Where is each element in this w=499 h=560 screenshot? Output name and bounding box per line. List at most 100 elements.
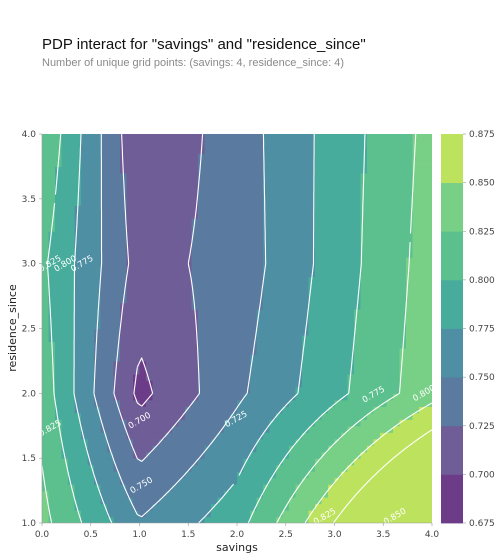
contour-band-cell <box>74 140 82 148</box>
contour-band-cell <box>412 244 420 252</box>
contour-band-cell <box>282 490 290 498</box>
contour-band-cell <box>302 438 310 446</box>
contour-band-cell <box>334 438 342 446</box>
contour-band-cell <box>289 198 297 206</box>
contour-band-cell <box>419 146 427 155</box>
contour-band-cell <box>107 322 115 330</box>
contour-band-cell <box>74 134 82 142</box>
contour-band-cell <box>341 445 349 453</box>
contour-band-cell <box>347 153 355 161</box>
contour-band-cell <box>243 198 251 206</box>
contour-band-cell <box>315 490 323 498</box>
contour-band-cell <box>328 179 336 187</box>
contour-band-cell <box>172 231 180 239</box>
contour-band-cell <box>152 484 160 492</box>
contour-band-cell <box>302 354 310 362</box>
contour-band-cell <box>237 354 245 362</box>
contour-band-cell <box>250 172 258 180</box>
contour-band-cell <box>113 406 121 414</box>
contour-band-cell <box>120 289 128 297</box>
contour-band-cell <box>269 510 277 518</box>
contour-band-cell <box>152 341 160 349</box>
contour-band-cell <box>321 438 329 446</box>
contour-band-cell <box>328 283 336 291</box>
contour-band-cell <box>315 172 323 180</box>
contour-band-cell <box>373 393 381 401</box>
contour-band-cell <box>237 159 245 168</box>
contour-band-cell <box>386 451 394 459</box>
contour-band-cell <box>68 464 76 472</box>
contour-band-cell <box>107 153 115 161</box>
contour-band-cell <box>204 386 212 394</box>
contour-band-cell <box>380 244 388 252</box>
contour-band-cell <box>334 367 342 375</box>
contour-band-cell <box>217 263 225 271</box>
contour-band-cell <box>354 347 362 356</box>
contour-band-cell <box>74 477 82 485</box>
contour-band-cell <box>61 231 69 239</box>
contour-band-cell <box>230 386 238 394</box>
contour-band-cell <box>302 179 310 187</box>
contour-band-cell <box>172 179 180 187</box>
contour-band-cell <box>55 328 63 336</box>
contour-band-cell <box>367 224 375 232</box>
contour-band-cell <box>315 503 323 511</box>
contour-band-cell <box>107 237 115 245</box>
contour-band-cell <box>185 322 193 330</box>
contour-band-cell <box>159 393 167 401</box>
contour-band-cell <box>347 179 355 187</box>
contour-band-cell <box>139 283 147 291</box>
contour-band-cell <box>178 347 186 356</box>
contour-band-cell <box>347 146 355 155</box>
contour-band-cell <box>315 497 323 505</box>
contour-band-cell <box>380 334 388 343</box>
contour-band-cell <box>204 211 212 219</box>
contour-band-cell <box>198 192 206 200</box>
contour-band-cell <box>367 360 375 368</box>
contour-band-cell <box>61 211 69 219</box>
contour-band-cell <box>133 250 141 258</box>
contour-band-cell <box>217 490 225 498</box>
contour-band-cell <box>295 276 303 284</box>
contour-band-cell <box>48 146 56 155</box>
contour-band-cell <box>107 185 115 193</box>
contour-band-cell <box>191 328 199 336</box>
contour-band-cell <box>100 250 108 258</box>
contour-band-cell <box>282 205 290 213</box>
contour-band-cell <box>328 432 336 440</box>
contour-band-cell <box>68 172 76 180</box>
contour-band-cell <box>133 302 141 310</box>
contour-band-cell <box>373 412 381 420</box>
contour-band-cell <box>334 283 342 291</box>
contour-band-cell <box>386 484 394 492</box>
contour-band-cell <box>367 211 375 219</box>
contour-band-cell <box>393 205 401 213</box>
contour-band-cell <box>55 438 63 446</box>
contour-band-cell <box>100 438 108 446</box>
contour-band-cell <box>100 179 108 187</box>
contour-band-cell <box>256 166 264 174</box>
contour-band-cell <box>302 399 310 407</box>
contour-band-cell <box>386 373 394 381</box>
contour-band-cell <box>204 179 212 187</box>
contour-band-cell <box>380 315 388 323</box>
contour-band-cell <box>139 289 147 297</box>
contour-band-cell <box>198 263 206 271</box>
contour-band-cell <box>100 237 108 245</box>
contour-band-cell <box>87 510 95 518</box>
contour-band-cell <box>295 315 303 323</box>
contour-band-cell <box>380 464 388 472</box>
contour-band-cell <box>146 490 154 498</box>
contour-band-cell <box>419 224 427 232</box>
contour-band-cell <box>367 432 375 440</box>
contour-band-cell <box>126 302 134 310</box>
contour-band-cell <box>367 289 375 297</box>
contour-band-cell <box>68 185 76 193</box>
contour-band-cell <box>419 179 427 187</box>
contour-band-cell <box>48 490 56 498</box>
contour-band-cell <box>100 263 108 271</box>
contour-band-cell <box>113 516 121 523</box>
contour-band-cell <box>269 341 277 349</box>
contour-band-cell <box>217 166 225 174</box>
contour-band-cell <box>68 237 76 245</box>
